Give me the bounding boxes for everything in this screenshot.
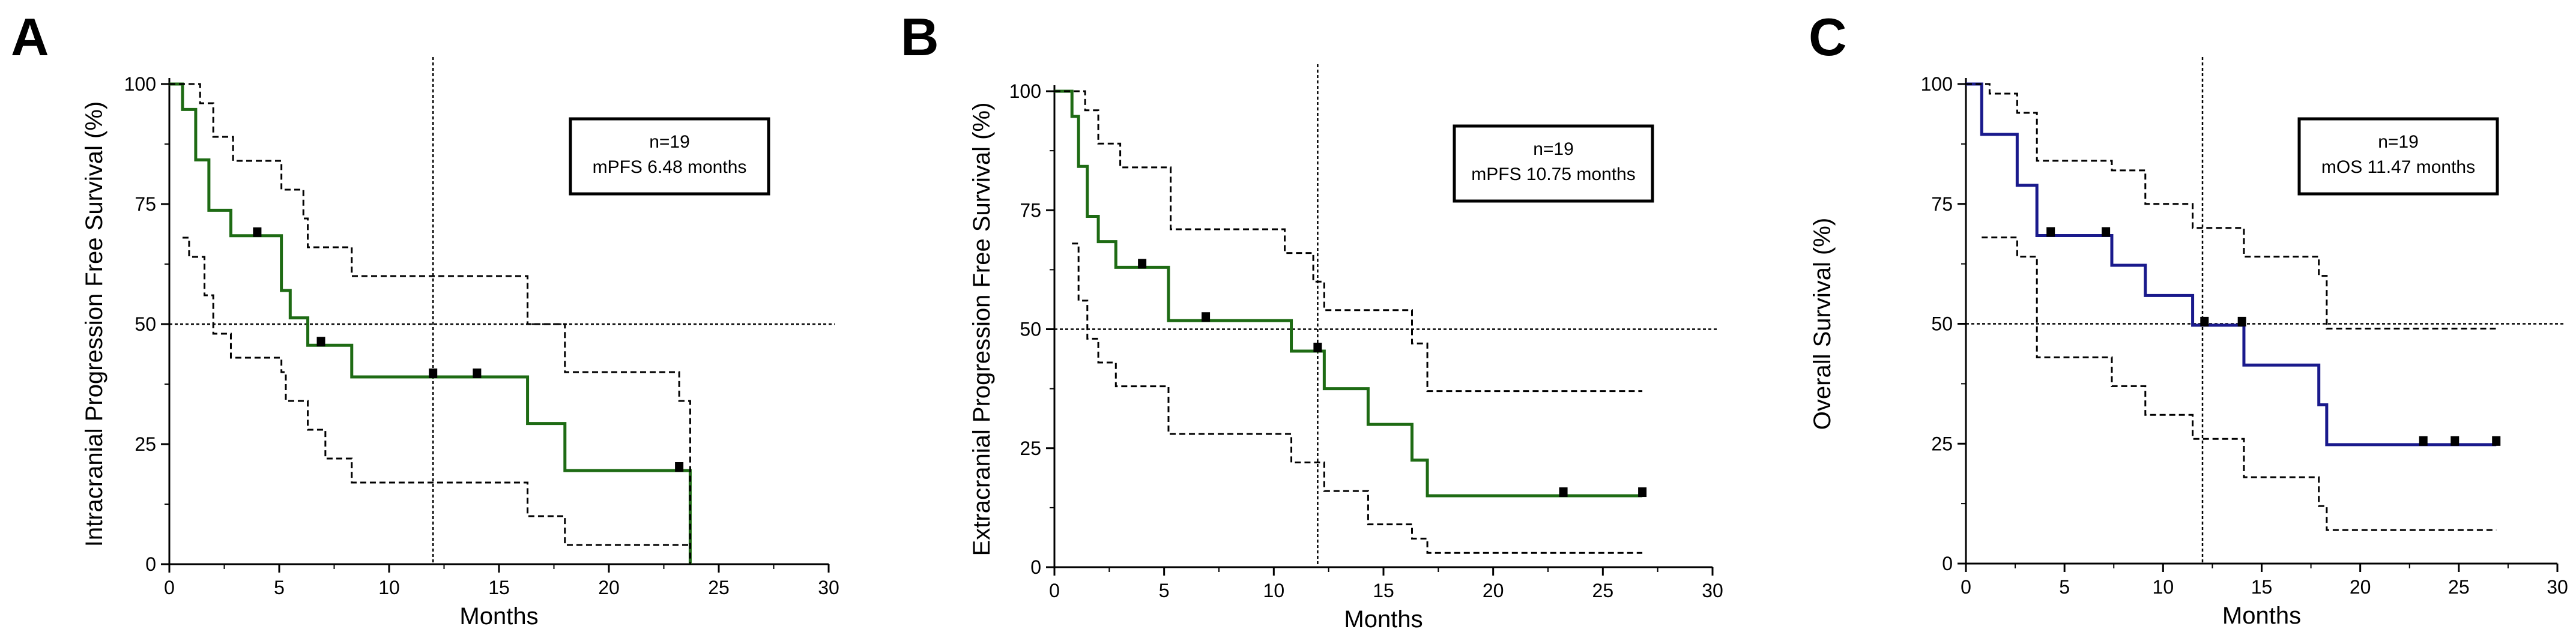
y-tick-label: 75 — [1931, 193, 1953, 215]
legend-line: mOS 11.47 months — [2321, 157, 2475, 177]
y-axis-title: Intracranial Progression Free Survival (… — [81, 101, 107, 547]
panel-letter: C — [1809, 7, 1847, 67]
x-tick-label: 30 — [1702, 580, 1723, 601]
x-axis-title: Months — [2222, 603, 2301, 629]
censor-mark — [1138, 259, 1147, 269]
x-tick-label: 15 — [2251, 576, 2273, 598]
x-tick-label: 5 — [274, 577, 285, 598]
censor-mark — [1313, 342, 1322, 352]
x-tick-label: 10 — [2153, 576, 2174, 598]
censor-mark — [253, 227, 262, 237]
x-tick-label: 10 — [1263, 580, 1285, 601]
x-axis-title: Months — [459, 603, 538, 630]
panel-letter: A — [11, 7, 49, 67]
x-tick-label: 25 — [2448, 576, 2470, 598]
y-tick-label: 75 — [1020, 199, 1041, 221]
x-tick-label: 5 — [1159, 580, 1170, 601]
y-tick-label: 25 — [1931, 433, 1953, 454]
lower-ci-curve — [1072, 242, 1643, 554]
y-axis-title: Overall Survival (%) — [1809, 218, 1836, 430]
x-tick-label: 0 — [1049, 580, 1060, 601]
y-tick-label: 0 — [1030, 556, 1041, 578]
legend-line: n=19 — [2378, 132, 2419, 152]
x-tick-label: 30 — [818, 577, 839, 598]
y-tick-label: 75 — [135, 193, 156, 215]
censor-mark — [2419, 436, 2428, 446]
legend-box — [569, 117, 770, 196]
censor-mark — [1638, 487, 1647, 498]
y-tick-label: 0 — [145, 553, 156, 575]
legend-line: n=19 — [649, 132, 690, 152]
y-tick-label: 25 — [1020, 438, 1041, 459]
lower-ci-curve — [1982, 236, 2497, 531]
y-tick-label: 100 — [1921, 73, 1953, 95]
y-tick-label: 100 — [124, 73, 156, 95]
panel-letter: B — [901, 7, 939, 67]
legend-line: mPFS 10.75 months — [1471, 164, 1635, 184]
upper-ci-curve — [1966, 83, 2497, 330]
x-tick-label: 10 — [378, 577, 400, 598]
x-tick-label: 0 — [1961, 576, 1971, 598]
censor-mark — [2102, 227, 2111, 237]
censor-mark — [1559, 487, 1568, 498]
y-axis-title: Extracranial Progression Free Survival (… — [969, 103, 995, 556]
survival-curve — [169, 82, 692, 564]
y-tick-label: 50 — [1931, 313, 1953, 335]
censor-mark — [2451, 436, 2460, 446]
legend-line: n=19 — [1533, 139, 1574, 159]
x-tick-label: 15 — [1373, 580, 1394, 601]
y-tick-label: 50 — [135, 313, 156, 335]
lower-ci-curve — [182, 236, 691, 546]
x-tick-label: 20 — [2350, 576, 2371, 598]
censor-mark — [2237, 316, 2246, 327]
censor-mark — [473, 369, 482, 378]
y-tick-label: 25 — [135, 433, 156, 455]
x-axis-title: Months — [1344, 606, 1423, 633]
panel-A: A 0 25 50 75 100 0 5 10 15 20 25 30 Months Intracrania… — [11, 7, 839, 630]
x-tick-label: 25 — [708, 577, 730, 598]
survival-curve — [1054, 89, 1643, 498]
censor-mark — [675, 462, 684, 472]
x-tick-label: 20 — [1483, 580, 1504, 601]
censor-mark — [2492, 436, 2501, 446]
x-tick-label: 30 — [2547, 576, 2568, 598]
x-tick-label: 25 — [1592, 580, 1614, 601]
censor-mark — [316, 337, 325, 347]
y-tick-label: 100 — [1009, 80, 1041, 102]
x-tick-label: 0 — [164, 577, 175, 598]
survival-curve — [1966, 82, 2497, 447]
censor-mark — [429, 369, 438, 378]
legend-box — [2297, 117, 2499, 196]
legend-box — [1453, 124, 1654, 203]
upper-ci-curve — [1054, 90, 1643, 393]
panel-C: C 0 25 50 75 100 0 5 10 15 20 25 30 Months Overall Sur… — [1809, 7, 2568, 629]
censor-mark — [2200, 316, 2209, 327]
legend-line: mPFS 6.48 months — [593, 157, 747, 177]
censor-mark — [2046, 227, 2055, 237]
y-tick-label: 50 — [1020, 319, 1041, 340]
y-tick-label: 0 — [1942, 553, 1953, 574]
upper-ci-curve — [169, 83, 691, 564]
panel-B: B 0 25 50 75 100 0 5 10 15 20 25 30 Months Extracrania… — [901, 7, 1723, 633]
censor-mark — [1202, 312, 1211, 322]
x-tick-label: 5 — [2059, 576, 2070, 598]
x-tick-label: 15 — [488, 577, 510, 598]
x-tick-label: 20 — [598, 577, 620, 598]
